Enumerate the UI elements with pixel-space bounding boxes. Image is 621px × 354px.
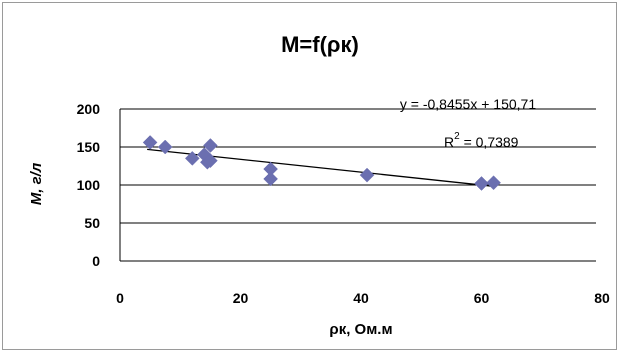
y-tick-label-3: 150 (77, 139, 101, 155)
y-tick-label-2: 100 (77, 177, 101, 193)
grid (120, 108, 596, 262)
r-squared-label: R2 = 0,7389 (444, 131, 519, 150)
x-axis-label: ρк, Ом.м (329, 321, 392, 338)
data-point-0-6 (203, 138, 218, 153)
data-point-0-11 (486, 175, 501, 191)
x-tick-label-0: 0 (116, 290, 124, 306)
chart-frame (2, 2, 617, 350)
x-tick-label-3: 60 (474, 290, 490, 306)
x-tick-label-1: 20 (233, 290, 249, 306)
data-point-0-0 (142, 135, 158, 150)
data-point-0-10 (474, 176, 489, 191)
r-squared-prefix: R (444, 134, 454, 150)
chart-title: M=f(ρк) (281, 32, 359, 57)
data-points (142, 135, 501, 191)
y-tick-label-4: 200 (77, 101, 101, 117)
data-point-0-1 (157, 139, 173, 155)
data-point-0-9 (359, 167, 375, 183)
data-point-0-8 (263, 171, 278, 187)
y-tick-label-1: 50 (84, 215, 100, 231)
y-tick-labels: 0 50 100 150 200 (77, 101, 101, 269)
x-tick-label-4: 80 (594, 290, 610, 306)
x-tick-label-2: 40 (353, 290, 369, 306)
r-squared-value: = 0,7389 (460, 134, 519, 150)
y-tick-label-0: 0 (92, 253, 100, 269)
trendline-equation: y = -0,8455x + 150,71 (400, 96, 536, 112)
y-axis-label: M, г/л (28, 162, 45, 205)
x-tick-labels: 0 20 40 60 80 (116, 290, 610, 306)
r-squared-superscript: 2 (454, 131, 460, 142)
data-point-0-5 (203, 153, 218, 169)
data-point-0-2 (184, 151, 200, 166)
